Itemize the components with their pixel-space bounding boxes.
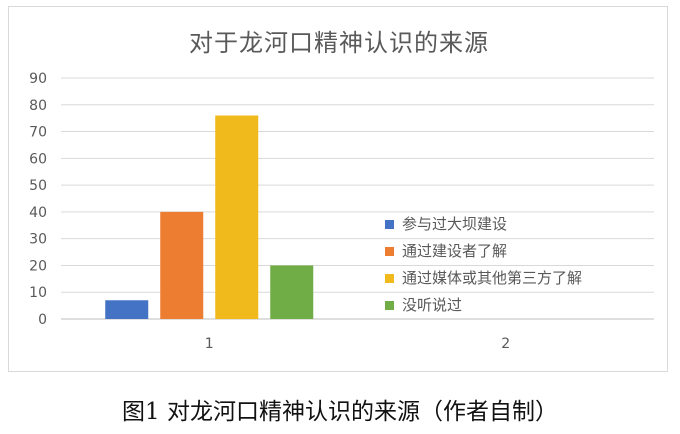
y-tick-label: 50 xyxy=(29,178,47,194)
x-tick-label: 2 xyxy=(501,336,510,352)
x-tick-label: 1 xyxy=(205,336,214,352)
y-tick-label: 20 xyxy=(29,258,47,274)
chart-plot-area: 0 10 20 30 40 50 60 70 80 90 1 2 xyxy=(29,71,654,352)
legend-item: 通过建设者了解 xyxy=(385,238,582,265)
y-tick-label: 90 xyxy=(29,71,47,87)
chart-container: 对于龙河口精神认识的来源 0 10 20 30 40 50 60 70 80 90 1 2 参与过大坝… xyxy=(8,6,668,372)
legend-swatch xyxy=(385,273,394,283)
figure-caption: 图1 对龙河口精神认识的来源（作者自制） xyxy=(122,399,558,425)
chart-title: 对于龙河口精神认识的来源 xyxy=(189,29,489,57)
y-tick-label: 40 xyxy=(29,205,47,221)
bar xyxy=(270,265,314,319)
bar xyxy=(215,115,259,319)
legend-label: 通过媒体或其他第三方了解 xyxy=(402,269,583,287)
y-tick-label: 10 xyxy=(29,285,47,301)
legend-label: 参与过大坝建设 xyxy=(402,215,508,233)
y-tick-label: 60 xyxy=(29,151,47,167)
legend-item: 没听说过 xyxy=(385,292,582,319)
legend-label: 没听说过 xyxy=(402,296,463,314)
legend-label: 通过建设者了解 xyxy=(402,242,508,260)
y-tick-label: 30 xyxy=(29,232,47,248)
y-tick-label: 80 xyxy=(29,98,47,114)
bar xyxy=(160,211,204,319)
legend-swatch xyxy=(385,246,394,256)
legend-item: 通过媒体或其他第三方了解 xyxy=(385,265,582,292)
legend-swatch xyxy=(385,300,394,310)
y-tick-label: 70 xyxy=(29,125,47,141)
y-tick-label: 0 xyxy=(38,312,47,328)
chart-legend: 参与过大坝建设 通过建设者了解通过媒体或其他第三方了解 没听说过 xyxy=(385,211,582,319)
legend-swatch xyxy=(385,219,394,229)
legend-item: 参与过大坝建设 xyxy=(385,211,582,238)
bar xyxy=(105,300,149,319)
